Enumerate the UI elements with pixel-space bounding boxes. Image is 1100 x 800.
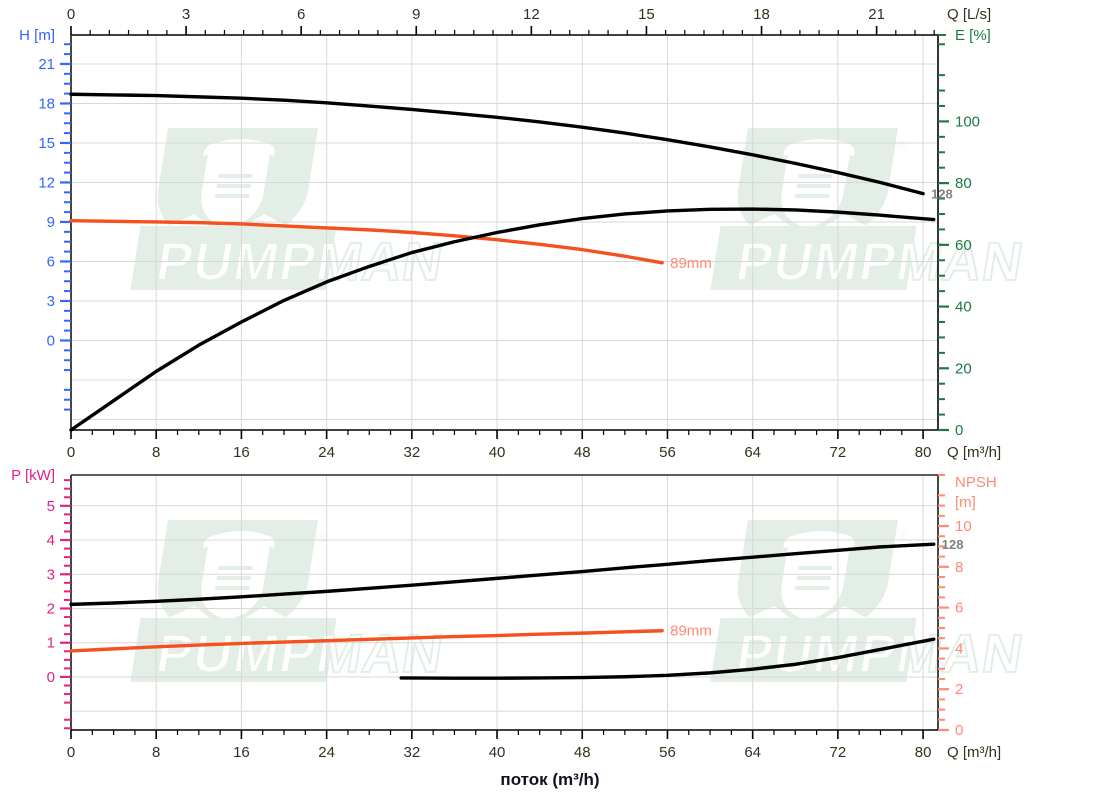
axis-title-right-y-line1: NPSH bbox=[955, 474, 997, 491]
tick-label-right-y: 0 bbox=[955, 422, 963, 439]
tick-label-right-y: 20 bbox=[955, 360, 972, 377]
curve-path bbox=[69, 92, 925, 196]
tick-label-right-y: 80 bbox=[955, 175, 972, 192]
tick-label-right-y: 40 bbox=[955, 299, 972, 316]
tick-label-bottom-x: 80 bbox=[915, 444, 932, 461]
tick-label-bottom-x: 48 bbox=[574, 444, 591, 461]
tick-label-right-y: 2 bbox=[955, 681, 963, 698]
tick-label-left-y: 3 bbox=[47, 293, 55, 310]
tick-label-top-x: 0 bbox=[67, 6, 75, 23]
axis-title-left-y: P [kW] bbox=[11, 467, 55, 484]
head-efficiency-chart: 0 3 6 9 12 15 18 21 Q [L/s] 0 8 16 24 32 40 48 56 64 72 80 Q… bbox=[19, 6, 1001, 461]
watermark-registered-mark: ® bbox=[896, 529, 908, 546]
curve-path bbox=[69, 218, 664, 265]
tick-label-bottom-x: 16 bbox=[233, 444, 250, 461]
tick-label-bottom-x: 72 bbox=[830, 744, 847, 761]
tick-label-bottom-x: 80 bbox=[915, 744, 932, 761]
tick-label-right-y: 4 bbox=[955, 640, 963, 657]
tick-label-bottom-x: 64 bbox=[744, 744, 761, 761]
tick-label-top-x: 18 bbox=[753, 6, 770, 23]
tick-label-top-x: 6 bbox=[297, 6, 305, 23]
curve-label-89mm: 89mm bbox=[670, 623, 712, 640]
tick-label-top-x: 12 bbox=[523, 6, 540, 23]
tick-label-bottom-x: 56 bbox=[659, 444, 676, 461]
curve-label-128: 128 bbox=[931, 187, 953, 202]
tick-label-top-x: 15 bbox=[638, 6, 655, 23]
watermark-registered-mark: ® bbox=[316, 529, 328, 546]
axis-title-left-y: H [m] bbox=[19, 27, 55, 44]
tick-label-bottom-x: 56 bbox=[659, 744, 676, 761]
axis-title-right-y: E [%] bbox=[955, 27, 991, 44]
tick-label-bottom-x: 8 bbox=[152, 744, 160, 761]
tick-label-bottom-x: 0 bbox=[67, 444, 75, 461]
axis-title-bottom-x: Q [m³/h] bbox=[947, 444, 1001, 461]
tick-label-left-y: 21 bbox=[38, 56, 55, 73]
tick-label-bottom-x: 64 bbox=[744, 444, 761, 461]
tick-label-right-y: 100 bbox=[955, 113, 980, 130]
tick-label-bottom-x: 24 bbox=[318, 444, 335, 461]
tick-label-left-y: 12 bbox=[38, 174, 55, 191]
tick-label-left-y: 5 bbox=[47, 498, 55, 515]
curve-path bbox=[69, 542, 936, 607]
tick-label-top-x: 3 bbox=[182, 6, 190, 23]
watermark-group: ® ® ® ® bbox=[130, 128, 1029, 685]
tick-label-bottom-x: 24 bbox=[318, 744, 335, 761]
tick-label-left-y: 15 bbox=[38, 135, 55, 152]
tick-label-right-y: 0 bbox=[955, 722, 963, 739]
tick-label-right-y: 8 bbox=[955, 559, 963, 576]
tick-label-left-y: 2 bbox=[47, 600, 55, 617]
tick-label-left-y: 0 bbox=[47, 332, 55, 349]
curve-path bbox=[69, 629, 664, 653]
tick-label-left-y: 6 bbox=[47, 253, 55, 270]
tick-label-left-y: 1 bbox=[47, 635, 55, 652]
watermark-registered-mark: ® bbox=[896, 137, 908, 154]
tick-label-left-y: 4 bbox=[47, 532, 55, 549]
figure-caption: поток (m³/h) bbox=[500, 770, 599, 789]
tick-label-bottom-x: 16 bbox=[233, 744, 250, 761]
axis-title-right-y-line2: [m] bbox=[955, 494, 976, 511]
tick-label-bottom-x: 8 bbox=[152, 444, 160, 461]
tick-label-right-y: 60 bbox=[955, 237, 972, 254]
axis-title-bottom-x: Q [m³/h] bbox=[947, 744, 1001, 761]
tick-label-left-y: 18 bbox=[38, 95, 55, 112]
tick-label-bottom-x: 32 bbox=[403, 444, 420, 461]
curve-path bbox=[69, 207, 936, 432]
tick-label-bottom-x: 40 bbox=[489, 744, 506, 761]
tick-label-bottom-x: 40 bbox=[489, 444, 506, 461]
tick-label-left-y: 0 bbox=[47, 669, 55, 686]
tick-label-left-y: 3 bbox=[47, 566, 55, 583]
curve-label-89mm: 89mm bbox=[670, 255, 712, 272]
tick-label-bottom-x: 48 bbox=[574, 744, 591, 761]
watermark-registered-mark: ® bbox=[316, 137, 328, 154]
axis-title-top-x: Q [L/s] bbox=[947, 6, 991, 23]
curve-path bbox=[399, 637, 936, 680]
tick-label-right-y: 6 bbox=[955, 600, 963, 617]
tick-label-top-x: 21 bbox=[868, 6, 885, 23]
tick-label-bottom-x: 32 bbox=[403, 744, 420, 761]
tick-label-top-x: 9 bbox=[412, 6, 420, 23]
tick-label-bottom-x: 72 bbox=[830, 444, 847, 461]
curve-label-128: 128 bbox=[942, 537, 964, 552]
tick-label-bottom-x: 0 bbox=[67, 744, 75, 761]
tick-label-left-y: 9 bbox=[47, 214, 55, 231]
tick-label-right-y: 10 bbox=[955, 518, 972, 535]
